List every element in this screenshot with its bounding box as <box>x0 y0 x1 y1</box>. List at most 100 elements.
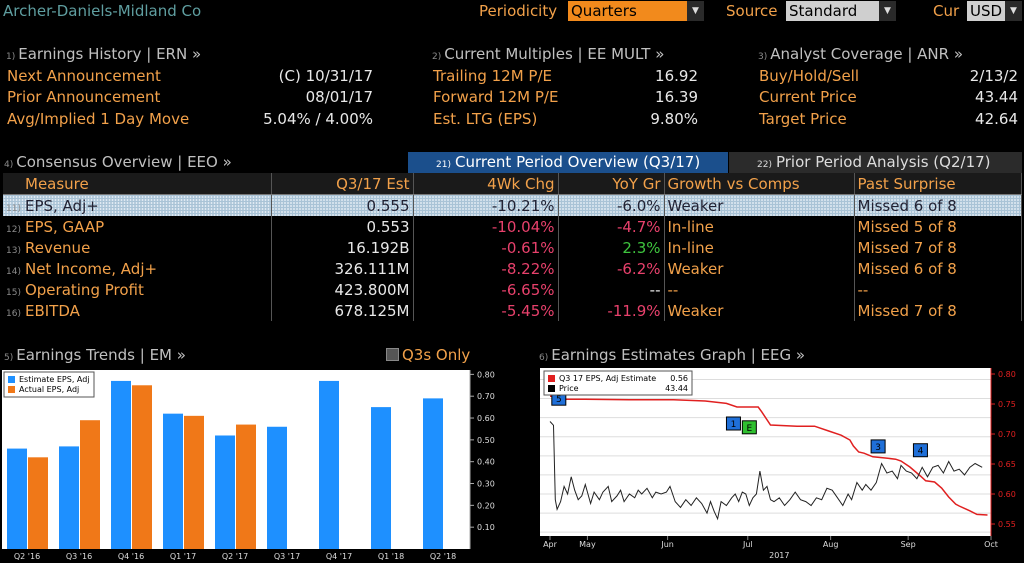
day-move-label: Avg/Implied 1 Day Move <box>7 110 190 128</box>
earnings-trends-header[interactable]: 5) Earnings Trends | EM » <box>4 346 186 364</box>
announcement-marker: 1 <box>725 416 741 431</box>
four-week-change-cell: -6.65% <box>413 279 559 300</box>
y-tick-label: 0.70 <box>477 392 495 401</box>
marker-box <box>870 439 886 454</box>
y-tick-label: 0.50 <box>477 436 495 445</box>
measure-cell[interactable]: 11) EPS, Adj+ <box>3 194 272 216</box>
measure-cell[interactable]: 16) EBITDA <box>3 300 272 321</box>
column-header[interactable]: Past Surprise <box>854 173 1022 195</box>
right-tick-label: 0.65 <box>998 460 1016 469</box>
measure-cell[interactable]: 12) EPS, GAAP <box>3 216 272 237</box>
legend-box <box>3 371 95 398</box>
marker-box <box>725 416 741 431</box>
left-tick-label: 44.00 <box>514 452 537 461</box>
current-multiples-header[interactable]: 2) Current Multiples | EE MULT » <box>432 45 664 63</box>
q3s-only-toggle[interactable]: Q3s Only <box>386 346 470 364</box>
source-dropdown[interactable]: Standard ▼ <box>786 1 896 21</box>
row-number: 16) <box>6 308 21 319</box>
legend-swatch <box>8 386 15 393</box>
table-row[interactable]: 15) Operating Profit 423.800M -6.65% -- -- -- <box>3 279 1022 300</box>
column-header[interactable]: 4Wk Chg <box>413 173 559 195</box>
section-title: Consensus Overview | EEO » <box>16 153 232 171</box>
bar-actual <box>184 415 204 549</box>
section-title: Earnings Estimates Graph | EEG » <box>551 346 806 364</box>
source-label: Source <box>726 2 778 20</box>
four-week-change-cell: -10.21% <box>413 194 559 216</box>
growth-vs-comps-cell: Weaker <box>664 258 855 279</box>
measure-cell[interactable]: 15) Operating Profit <box>3 279 272 300</box>
left-tick-label: 43.00 <box>514 471 537 480</box>
bar-actual <box>28 457 48 549</box>
table-row[interactable]: 12) EPS, GAAP 0.553 -10.04% -4.7% In-line Miss… <box>3 216 1022 237</box>
column-header[interactable]: Measure <box>3 173 272 195</box>
consensus-table: Measure Q3/17 Est 4Wk Chg YoY Gr Growth … <box>3 173 1022 321</box>
x-tick-label: Sep <box>901 540 916 549</box>
dropdown-arrow-icon: ▼ <box>687 1 704 21</box>
left-tick-label: 47.00 <box>514 395 537 404</box>
past-surprise-cell: Missed 7 of 8 <box>854 237 1022 258</box>
section-number: 3) <box>758 52 768 62</box>
table-row[interactable]: 14) Net Income, Adj+ 326.111M -8.22% -6.2% We… <box>3 258 1022 279</box>
table-row[interactable]: 13) Revenue 16.192B -0.61% 2.3% In-line Missed… <box>3 237 1022 258</box>
marker-label: 1 <box>731 420 737 430</box>
column-header[interactable]: YoY Gr <box>558 173 665 195</box>
row-number: 13) <box>6 245 21 256</box>
legend-box <box>543 370 693 396</box>
section-number: 5) <box>4 353 14 363</box>
measure-cell[interactable]: 14) Net Income, Adj+ <box>3 258 272 279</box>
x-tick-label: Jul <box>742 540 753 549</box>
dropdown-arrow-icon: ▼ <box>1005 1 1022 21</box>
bar-actual <box>132 385 152 549</box>
earnings-history-header[interactable]: 1) Earnings History | ERN » <box>6 45 201 63</box>
analyst-coverage-header[interactable]: 3) Analyst Coverage | ANR » <box>758 45 963 63</box>
buy-hold-sell-value: 2/13/2 <box>969 67 1018 85</box>
earnings-estimates-graph-header[interactable]: 6) Earnings Estimates Graph | EEG » <box>539 346 805 364</box>
series-line-estimate <box>550 395 988 516</box>
earnings-trends-chart: 0.10 0.20 0.30 0.40 0.50 0.60 0.70 0.80 Q2 '16 Q3… <box>2 370 495 561</box>
legend-label: Price <box>559 384 579 393</box>
row-number: 12) <box>6 224 21 235</box>
measure-cell[interactable]: 13) Revenue <box>3 237 272 258</box>
company-title: Archer-Daniels-Midland Co <box>3 2 202 20</box>
marker-label: 3 <box>875 443 881 453</box>
table-row[interactable]: 16) EBITDA 678.125M -5.45% -11.9% Weaker Misse… <box>3 300 1022 321</box>
bar-estimate <box>59 446 79 549</box>
bar-estimate <box>319 380 339 549</box>
target-price-value: 42.64 <box>975 110 1018 128</box>
section-number: 2) <box>432 52 442 62</box>
next-announcement-value: (C) 10/31/17 <box>278 67 373 85</box>
x-tick-label: Q2 '18 <box>430 552 456 561</box>
right-tick-label: 0.80 <box>998 370 1016 379</box>
currency-dropdown[interactable]: USD ▼ <box>967 1 1022 21</box>
q3s-only-label: Q3s Only <box>402 346 471 364</box>
announcement-marker: 4 <box>912 443 928 458</box>
tab-prior-period[interactable]: 22) Prior Period Analysis (Q2/17) <box>729 152 1022 173</box>
bar-estimate <box>163 413 183 549</box>
column-header[interactable]: Q3/17 Est <box>271 173 414 195</box>
growth-vs-comps-cell: In-line <box>664 237 855 258</box>
bar-actual <box>80 420 100 549</box>
growth-vs-comps-cell: Weaker <box>664 194 855 216</box>
left-tick-label: 42.00 <box>514 490 537 499</box>
estimate-cell: 16.192B <box>271 237 414 258</box>
periodicity-dropdown[interactable]: Quarters ▼ <box>568 1 704 21</box>
tab-current-period[interactable]: 21) Current Period Overview (Q3/17) <box>408 152 728 173</box>
left-tick-label: 42.00 <box>514 490 537 499</box>
consensus-overview-header[interactable]: 4) Consensus Overview | EEO » <box>4 153 232 171</box>
measure-name: EPS, GAAP <box>24 217 105 236</box>
column-header[interactable]: Growth vs Comps <box>664 173 855 195</box>
table-row[interactable]: 11) EPS, Adj+ 0.555 -10.21% -6.0% Weaker Misse… <box>3 194 1022 216</box>
x-tick-label: Q3 '17 <box>274 552 300 561</box>
marker-label: 5 <box>556 395 562 405</box>
x-tick-label: Jun <box>660 540 674 549</box>
buy-hold-sell-label: Buy/Hold/Sell <box>759 67 860 85</box>
left-tick-label: 40.00 <box>514 528 537 537</box>
checkbox-icon <box>386 348 399 361</box>
announcement-marker: 3 <box>870 439 886 454</box>
yoy-growth-cell: -6.2% <box>558 258 665 279</box>
bar-estimate <box>371 407 391 549</box>
tab-number: 22) <box>757 160 772 170</box>
x-tick-label: May <box>579 540 596 549</box>
measure-name: EBITDA <box>24 301 80 320</box>
left-tick-label: 47.00 <box>514 395 537 404</box>
